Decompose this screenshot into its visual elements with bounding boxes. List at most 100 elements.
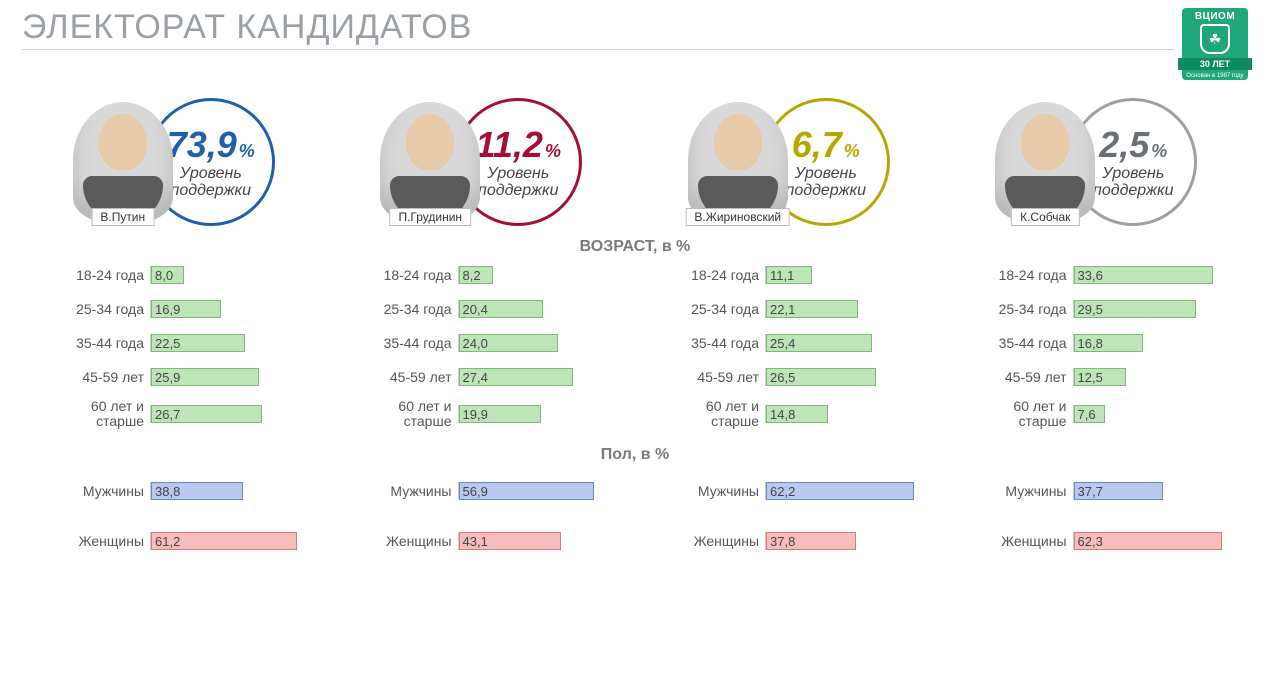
age-label: 45-59 лет — [645, 370, 765, 385]
bar-area: 62,3 — [1073, 532, 1241, 550]
section-age-title: ВОЗРАСТ, в % — [0, 238, 1270, 256]
candidate-portrait: К.Собчак — [995, 102, 1095, 222]
age-value: 8,0 — [155, 266, 173, 284]
candidate-name: П.Грудинин — [389, 208, 471, 226]
age-row: 35-44 года 25,4 — [645, 326, 933, 360]
pct-sign: % — [545, 141, 561, 162]
bar-area: 37,7 — [1073, 482, 1241, 500]
candidate-block: В.Жириновский 6,7 % Уровеньподдержки — [635, 98, 943, 226]
bar-area: 22,5 — [150, 334, 318, 352]
bar-area: 7,6 — [1073, 405, 1241, 423]
age-label: 60 лет истарше — [30, 399, 150, 428]
age-value: 14,8 — [770, 405, 795, 423]
age-label: 45-59 лет — [338, 370, 458, 385]
age-label: 35-44 года — [338, 336, 458, 351]
age-row: 60 лет истарше 19,9 — [338, 394, 626, 434]
gender-value: 37,8 — [770, 532, 795, 550]
age-column: 18-24 года 8,0 25-34 года 16,9 35-44 год… — [20, 258, 328, 434]
support-label: Уровеньподдержки — [171, 166, 251, 200]
age-row: 25-34 года 22,1 — [645, 292, 933, 326]
bar-area: 19,9 — [458, 405, 626, 423]
bar-area: 25,9 — [150, 368, 318, 386]
bar-area: 8,2 — [458, 266, 626, 284]
pct-sign: % — [1151, 141, 1167, 162]
age-value: 11,1 — [770, 266, 794, 284]
bar-area: 25,4 — [765, 334, 933, 352]
age-label: 18-24 года — [338, 268, 458, 283]
age-value: 22,1 — [770, 300, 795, 318]
age-row: 35-44 года 16,8 — [953, 326, 1241, 360]
age-value: 20,4 — [463, 300, 488, 318]
age-row: 18-24 года 8,2 — [338, 258, 626, 292]
gender-label: Мужчины — [338, 484, 458, 499]
age-value: 25,9 — [155, 368, 180, 386]
bar-area: 22,1 — [765, 300, 933, 318]
age-value: 29,5 — [1078, 300, 1103, 318]
bar-area: 29,5 — [1073, 300, 1241, 318]
age-row: 18-24 года 11,1 — [645, 258, 933, 292]
age-row: 45-59 лет 25,9 — [30, 360, 318, 394]
age-value: 26,5 — [770, 368, 795, 386]
age-row: 25-34 года 29,5 — [953, 292, 1241, 326]
age-row: 45-59 лет 12,5 — [953, 360, 1241, 394]
age-label: 18-24 года — [30, 268, 150, 283]
pct-sign: % — [844, 141, 860, 162]
candidate-portrait: В.Жириновский — [688, 102, 788, 222]
age-label: 45-59 лет — [953, 370, 1073, 385]
age-label: 35-44 года — [30, 336, 150, 351]
age-label: 60 лет истарше — [953, 399, 1073, 428]
gender-value: 61,2 — [155, 532, 180, 550]
bar-area: 20,4 — [458, 300, 626, 318]
logo-shield-icon: ☘ — [1200, 24, 1230, 54]
bar-area: 14,8 — [765, 405, 933, 423]
gender-row: Женщины 43,1 — [338, 516, 626, 566]
bar-area: 61,2 — [150, 532, 318, 550]
support-label: Уровеньподдержки — [786, 166, 866, 200]
gender-row: Женщины 37,8 — [645, 516, 933, 566]
bar-area: 38,8 — [150, 482, 318, 500]
age-label: 60 лет истарше — [338, 399, 458, 428]
age-row: 60 лет истарше 26,7 — [30, 394, 318, 434]
candidate-name: К.Собчак — [1011, 208, 1079, 226]
bar-area: 26,7 — [150, 405, 318, 423]
gender-label: Мужчины — [30, 484, 150, 499]
bar-area: 56,9 — [458, 482, 626, 500]
age-label: 25-34 года — [30, 302, 150, 317]
age-label: 35-44 года — [953, 336, 1073, 351]
age-value: 19,9 — [463, 405, 488, 423]
bar-area: 33,6 — [1073, 266, 1241, 284]
support-pct: 2,5 — [1099, 124, 1149, 166]
bar-area: 43,1 — [458, 532, 626, 550]
gender-value: 37,7 — [1078, 482, 1103, 500]
bar-area: 37,8 — [765, 532, 933, 550]
bar-area: 16,8 — [1073, 334, 1241, 352]
candidate-block: П.Грудинин 11,2 % Уровеньподдержки — [328, 98, 636, 226]
age-row: 35-44 года 22,5 — [30, 326, 318, 360]
age-value: 27,4 — [463, 368, 488, 386]
bar-area: 24,0 — [458, 334, 626, 352]
age-column: 18-24 года 8,2 25-34 года 20,4 35-44 год… — [328, 258, 636, 434]
age-row: 35-44 года 24,0 — [338, 326, 626, 360]
support-label: Уровеньподдержки — [478, 166, 558, 200]
candidate-name: В.Жириновский — [685, 208, 790, 226]
section-gender-title: Пол, в % — [0, 446, 1270, 464]
gender-value: 43,1 — [463, 532, 488, 550]
age-row: 45-59 лет 26,5 — [645, 360, 933, 394]
pct-sign: % — [239, 141, 255, 162]
age-label: 25-34 года — [338, 302, 458, 317]
candidate-block: В.Путин 73,9 % Уровеньподдержки — [20, 98, 328, 226]
page-title: ЭЛЕКТОРАТ КАНДИДАТОВ — [22, 8, 1174, 50]
gender-column: Мужчины 62,2 Женщины 37,8 — [635, 466, 943, 566]
bar-area: 8,0 — [150, 266, 318, 284]
gender-value: 62,3 — [1078, 532, 1103, 550]
age-label: 18-24 года — [953, 268, 1073, 283]
gender-row: Мужчины 37,7 — [953, 466, 1241, 516]
age-row: 18-24 года 8,0 — [30, 258, 318, 292]
logo-subtext: Основан в 1987 году — [1186, 73, 1243, 79]
gender-value: 38,8 — [155, 482, 180, 500]
support-pct: 73,9 — [167, 124, 237, 166]
age-row: 60 лет истарше 14,8 — [645, 394, 933, 434]
age-row: 18-24 года 33,6 — [953, 258, 1241, 292]
age-column: 18-24 года 33,6 25-34 года 29,5 35-44 го… — [943, 258, 1251, 434]
candidate-portrait: П.Грудинин — [380, 102, 480, 222]
